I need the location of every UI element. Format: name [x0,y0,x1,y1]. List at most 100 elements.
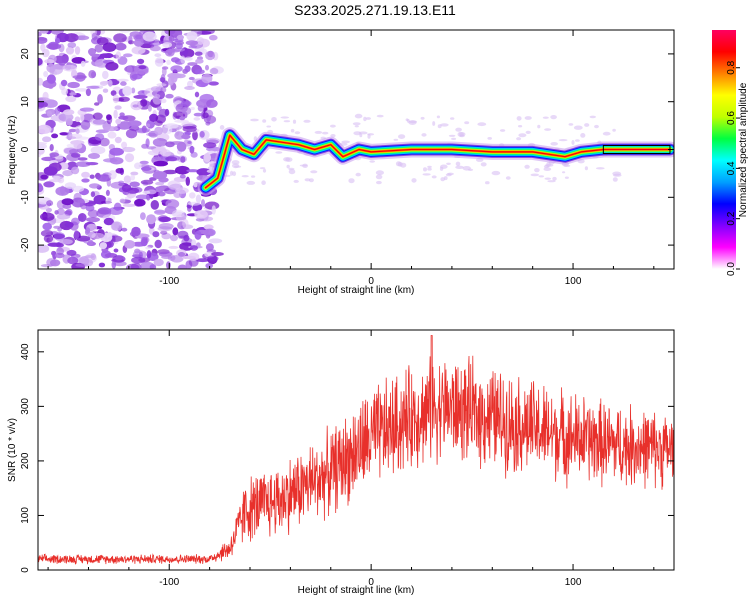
noise-blob [64,221,74,228]
noise-blob [175,165,190,175]
noise-blob [542,116,549,119]
noise-blob [455,127,462,132]
noise-blob [62,109,75,116]
spectrogram-ylabel: Frequency (Hz) [7,116,18,185]
noise-blob [190,245,198,251]
noise-blob [154,126,164,136]
noise-blob [187,201,201,206]
noise-blob [170,73,178,83]
noise-blob [172,227,179,236]
noise-blob [140,98,148,107]
noise-blob [571,140,575,145]
noise-blob [62,170,73,177]
noise-blob [176,34,184,40]
noise-blob [363,116,367,122]
noise-blob [103,126,118,132]
noise-blob [133,38,144,47]
noise-blob [431,175,437,179]
noise-blob [184,65,191,73]
noise-blob [181,134,191,140]
spectrogram-ytick-label: 20 [20,48,31,60]
noise-blob [122,146,136,153]
noise-blob [158,40,164,44]
noise-blob [116,78,129,82]
noise-blob [167,180,181,190]
noise-blob [77,157,88,161]
noise-blob [352,122,361,126]
noise-blob [56,247,64,256]
noise-blob [150,200,159,210]
noise-blob [69,148,79,155]
noise-blob [114,105,122,110]
noise-blob [46,43,62,50]
noise-blob [105,61,119,71]
noise-blob [46,110,53,117]
noise-blob [575,139,580,142]
noise-blob [558,139,568,142]
noise-blob [75,35,90,41]
noise-blob [81,171,90,178]
noise-blob [341,140,351,144]
noise-blob [162,169,178,175]
noise-blob [292,119,297,124]
noise-blob [201,199,205,207]
noise-blob [138,65,147,70]
noise-blob [261,180,266,185]
noise-blob [187,141,192,144]
noise-blob [195,58,204,64]
noise-blob [194,210,208,219]
noise-blob [199,131,205,138]
noise-blob [219,125,225,130]
noise-blob [457,131,464,137]
noise-blob [516,116,522,121]
noise-blob [160,125,173,135]
noise-blob [537,124,541,129]
noise-blob [115,168,124,174]
noise-blob [154,186,165,193]
noise-blob [188,76,195,81]
noise-blob [451,137,457,140]
noise-blob [246,180,256,185]
noise-blob [208,238,223,244]
noise-blob [92,119,106,125]
colorbar: 0.0 0.2 0.4 0.6 0.8 Normalized spectral ampl… [712,30,749,276]
noise-blob [49,67,55,76]
noise-blob [568,123,574,126]
noise-blob [544,128,551,131]
noise-blob [562,171,566,174]
noise-blob [108,170,117,180]
noise-blob [573,125,583,130]
noise-blob [131,87,136,94]
noise-blob [330,124,336,128]
noise-blob [203,153,211,163]
noise-blob [112,255,126,263]
noise-blob [477,122,487,127]
noise-blob [189,192,196,199]
noise-blob [250,118,259,122]
noise-blob [262,119,267,123]
noise-blob [612,128,616,132]
spectrogram-ytick-label: 0 [20,146,31,152]
noise-blob [205,137,220,144]
noise-blob [376,180,382,185]
noise-blob [111,221,123,231]
noise-blob [59,132,69,136]
noise-blob [161,66,167,76]
snr-xlabel: Height of straight line (km) [298,585,415,596]
noise-blob [154,239,162,249]
noise-blob [85,88,91,97]
noise-blob [546,162,551,167]
spectrogram-ytick-label: -20 [20,237,31,252]
noise-blob [105,189,110,196]
noise-blob [232,171,237,177]
noise-blob [140,212,146,221]
noise-blob [131,254,142,258]
noise-blob [38,36,48,44]
noise-blob [188,45,198,49]
noise-blob [408,120,418,124]
noise-blob [157,191,166,197]
figure-title: S233.2025.271.19.13.E11 [294,2,456,18]
noise-blob [56,213,71,220]
noise-blob [131,73,143,80]
noise-blob [187,80,193,88]
